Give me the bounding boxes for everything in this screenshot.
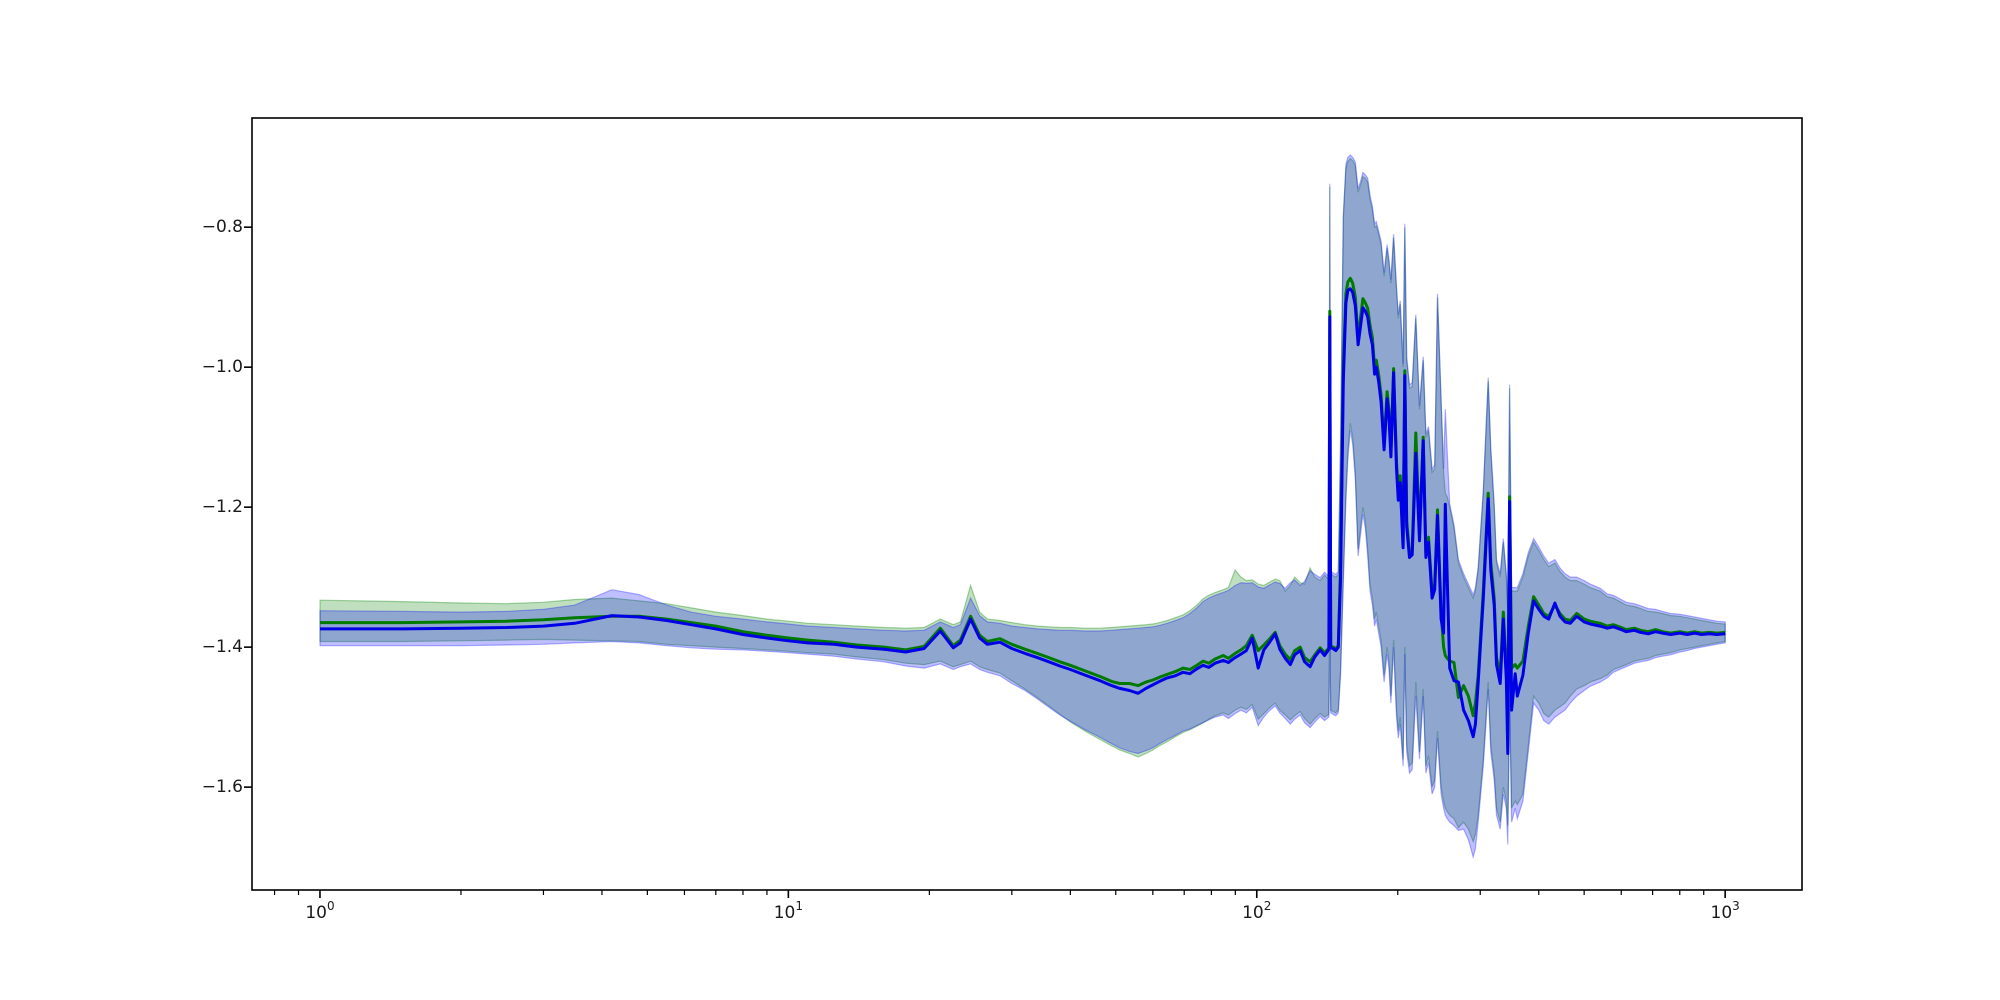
axes-frame	[251, 117, 1803, 891]
blue-confidence-band	[319, 154, 1726, 860]
y-tick-label: −1.4	[201, 637, 243, 658]
x-tick-label: 102	[1242, 899, 1272, 923]
x-tick-label: 101	[773, 899, 803, 923]
x-tick-label: 103	[1710, 899, 1740, 923]
y-tick-label: −1.0	[201, 357, 243, 378]
green-confidence-band	[319, 157, 1726, 844]
x-tick-label: 100	[305, 899, 335, 923]
blue-mean-line	[320, 287, 1726, 755]
y-tick-label: −0.8	[201, 217, 243, 238]
y-tick-label: −1.6	[201, 777, 243, 798]
y-tick-label: −1.2	[201, 497, 243, 518]
